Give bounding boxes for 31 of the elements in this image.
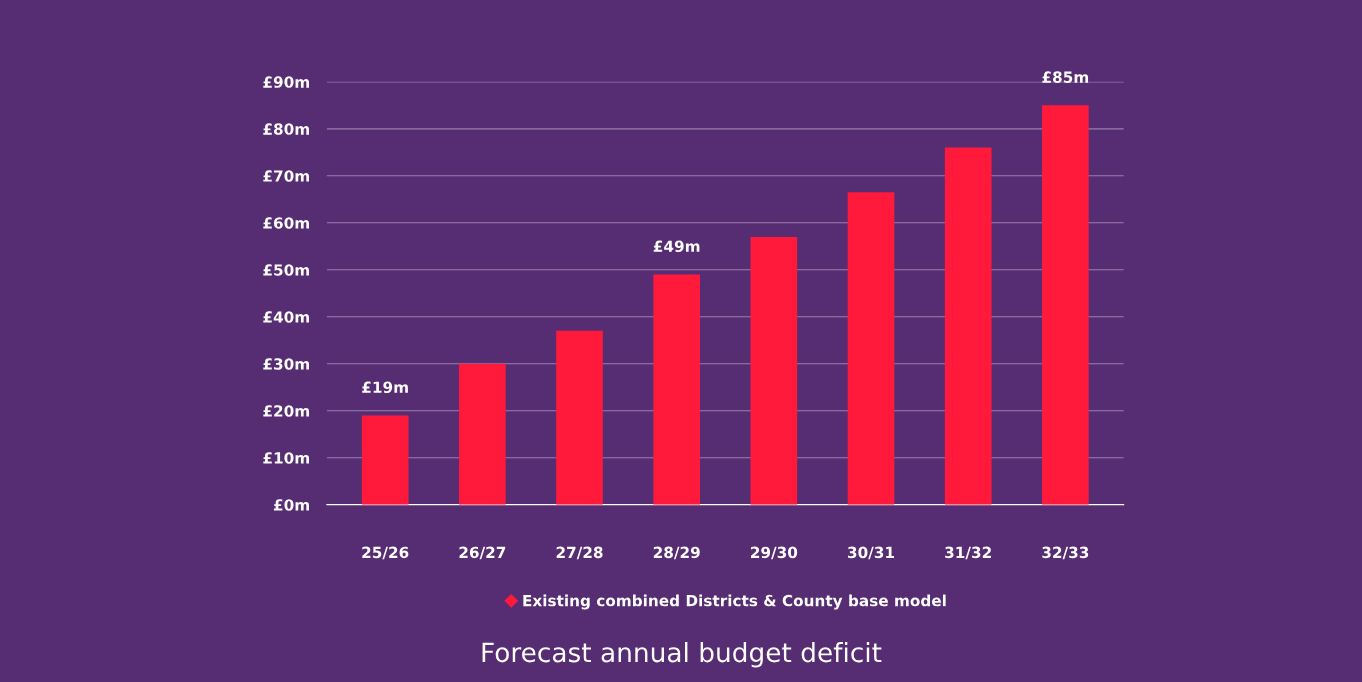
x-tick-label: 32/33 [1042,546,1089,560]
x-tick-label: 31/32 [945,546,991,560]
y-tick-label: £60m [263,217,310,229]
y-tick-label: £90m [263,76,310,88]
y-tick-label: £30m [263,358,310,370]
bar [361,415,409,505]
x-tick-label: 28/29 [653,546,700,560]
bar [847,192,895,505]
x-tick-label: 26/27 [459,546,506,560]
bar [1042,105,1089,505]
text: Forecast annual budget deficit [482,641,882,668]
x-tick-label: 25/26 [362,546,409,560]
y-tick-label: £70m [263,170,310,182]
bar [750,236,798,505]
y-tick-label: £10m [263,452,310,464]
bar [944,147,992,505]
x-tick-label: 27/28 [556,546,603,560]
legend-label: Existing combined Districts & County base model [523,594,946,610]
bar [653,274,700,505]
bar [459,363,506,505]
data-label: £85m [1042,71,1089,83]
y-tick-label: £0m [273,499,310,511]
bar [556,330,603,505]
data-label: £49m [653,240,700,253]
x-tick-label: 29/30 [751,546,798,560]
data-label: £19m [362,381,408,394]
y-tick-label: £20m [263,405,310,417]
y-tick-label: £40m [263,311,310,323]
y-tick-label: £50m [263,264,310,276]
y-tick-label: £80m [263,123,310,135]
x-tick-label: 30/31 [847,546,895,560]
